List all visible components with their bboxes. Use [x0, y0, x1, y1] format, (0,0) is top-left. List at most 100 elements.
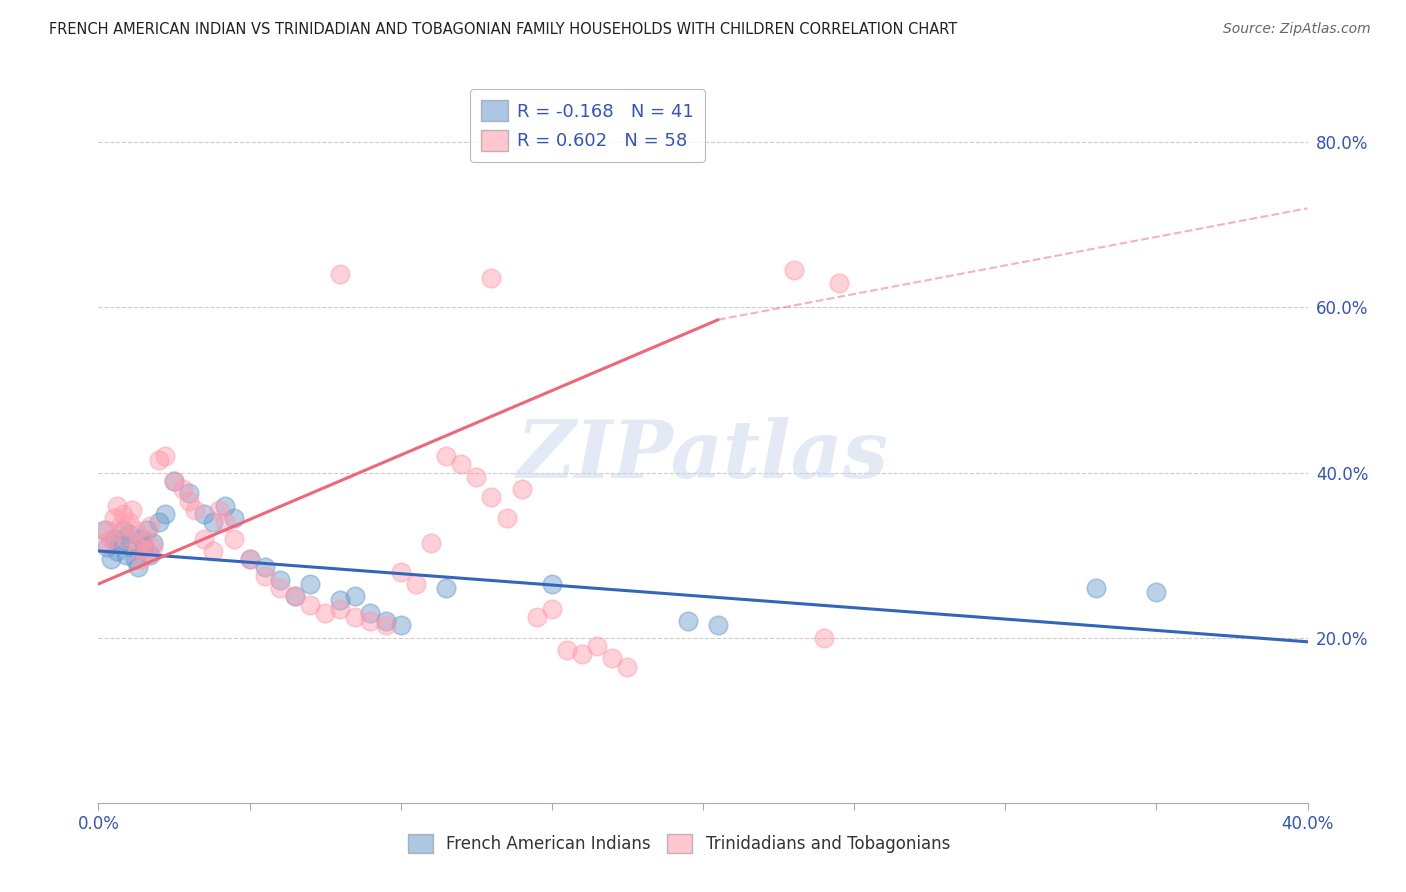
Point — [114, 548, 136, 562]
Point — [224, 532, 246, 546]
Point — [329, 601, 352, 615]
Point — [360, 614, 382, 628]
Point — [202, 515, 225, 529]
Point — [121, 502, 143, 516]
Point — [163, 474, 186, 488]
Point — [118, 515, 141, 529]
Point — [172, 482, 194, 496]
Point — [108, 535, 131, 549]
Point — [602, 651, 624, 665]
Point — [239, 552, 262, 566]
Point — [676, 614, 699, 628]
Point — [148, 453, 170, 467]
Point — [299, 577, 322, 591]
Point — [389, 565, 412, 579]
Point — [111, 507, 134, 521]
Point — [813, 631, 835, 645]
Point — [132, 540, 155, 554]
Point — [111, 524, 134, 538]
Point — [284, 590, 307, 604]
Point — [1144, 585, 1167, 599]
Point — [239, 552, 262, 566]
Point — [314, 606, 336, 620]
Point — [208, 502, 231, 516]
Point — [450, 457, 472, 471]
Point — [163, 474, 186, 488]
Point — [360, 606, 382, 620]
Point — [420, 535, 443, 549]
Point — [135, 544, 157, 558]
Point — [586, 639, 609, 653]
Point — [434, 581, 457, 595]
Point — [495, 511, 517, 525]
Point — [93, 535, 115, 549]
Point — [142, 540, 165, 554]
Point — [124, 552, 146, 566]
Point — [135, 524, 157, 538]
Text: Source: ZipAtlas.com: Source: ZipAtlas.com — [1223, 22, 1371, 37]
Point — [707, 618, 730, 632]
Point — [153, 507, 176, 521]
Point — [329, 593, 352, 607]
Point — [129, 552, 152, 566]
Point — [184, 502, 207, 516]
Point — [93, 524, 115, 538]
Point — [540, 601, 562, 615]
Point — [96, 524, 118, 538]
Point — [224, 511, 246, 525]
Point — [103, 532, 125, 546]
Point — [299, 598, 322, 612]
Point — [465, 469, 488, 483]
Point — [555, 643, 578, 657]
Point — [481, 271, 503, 285]
Point — [105, 544, 128, 558]
Point — [132, 532, 155, 546]
Point — [540, 577, 562, 591]
Point — [129, 532, 152, 546]
Point — [139, 548, 162, 562]
Point — [284, 590, 307, 604]
Point — [783, 263, 806, 277]
Point — [329, 268, 352, 282]
Point — [142, 535, 165, 549]
Point — [139, 519, 162, 533]
Point — [434, 449, 457, 463]
Point — [253, 560, 276, 574]
Point — [481, 490, 503, 504]
Point — [202, 544, 225, 558]
Point — [179, 494, 201, 508]
Point — [114, 532, 136, 546]
Point — [193, 507, 215, 521]
Point — [118, 527, 141, 541]
Point — [344, 590, 367, 604]
Point — [828, 276, 851, 290]
Text: FRENCH AMERICAN INDIAN VS TRINIDADIAN AND TOBAGONIAN FAMILY HOUSEHOLDS WITH CHIL: FRENCH AMERICAN INDIAN VS TRINIDADIAN AN… — [49, 22, 957, 37]
Point — [374, 614, 396, 628]
Point — [148, 515, 170, 529]
Point — [253, 568, 276, 582]
Point — [269, 581, 291, 595]
Point — [121, 540, 143, 554]
Point — [510, 482, 533, 496]
Point — [127, 560, 149, 574]
Point — [344, 610, 367, 624]
Point — [214, 499, 236, 513]
Point — [193, 532, 215, 546]
Point — [124, 524, 146, 538]
Point — [269, 573, 291, 587]
Point — [405, 577, 427, 591]
Point — [389, 618, 412, 632]
Point — [108, 519, 131, 533]
Point — [1085, 581, 1108, 595]
Point — [100, 552, 122, 566]
Point — [616, 659, 638, 673]
Point — [571, 647, 593, 661]
Point — [374, 618, 396, 632]
Point — [103, 511, 125, 525]
Point — [526, 610, 548, 624]
Legend: French American Indians, Trinidadians and Tobagonians: French American Indians, Trinidadians an… — [401, 827, 956, 860]
Point — [179, 486, 201, 500]
Point — [153, 449, 176, 463]
Point — [127, 540, 149, 554]
Point — [96, 540, 118, 554]
